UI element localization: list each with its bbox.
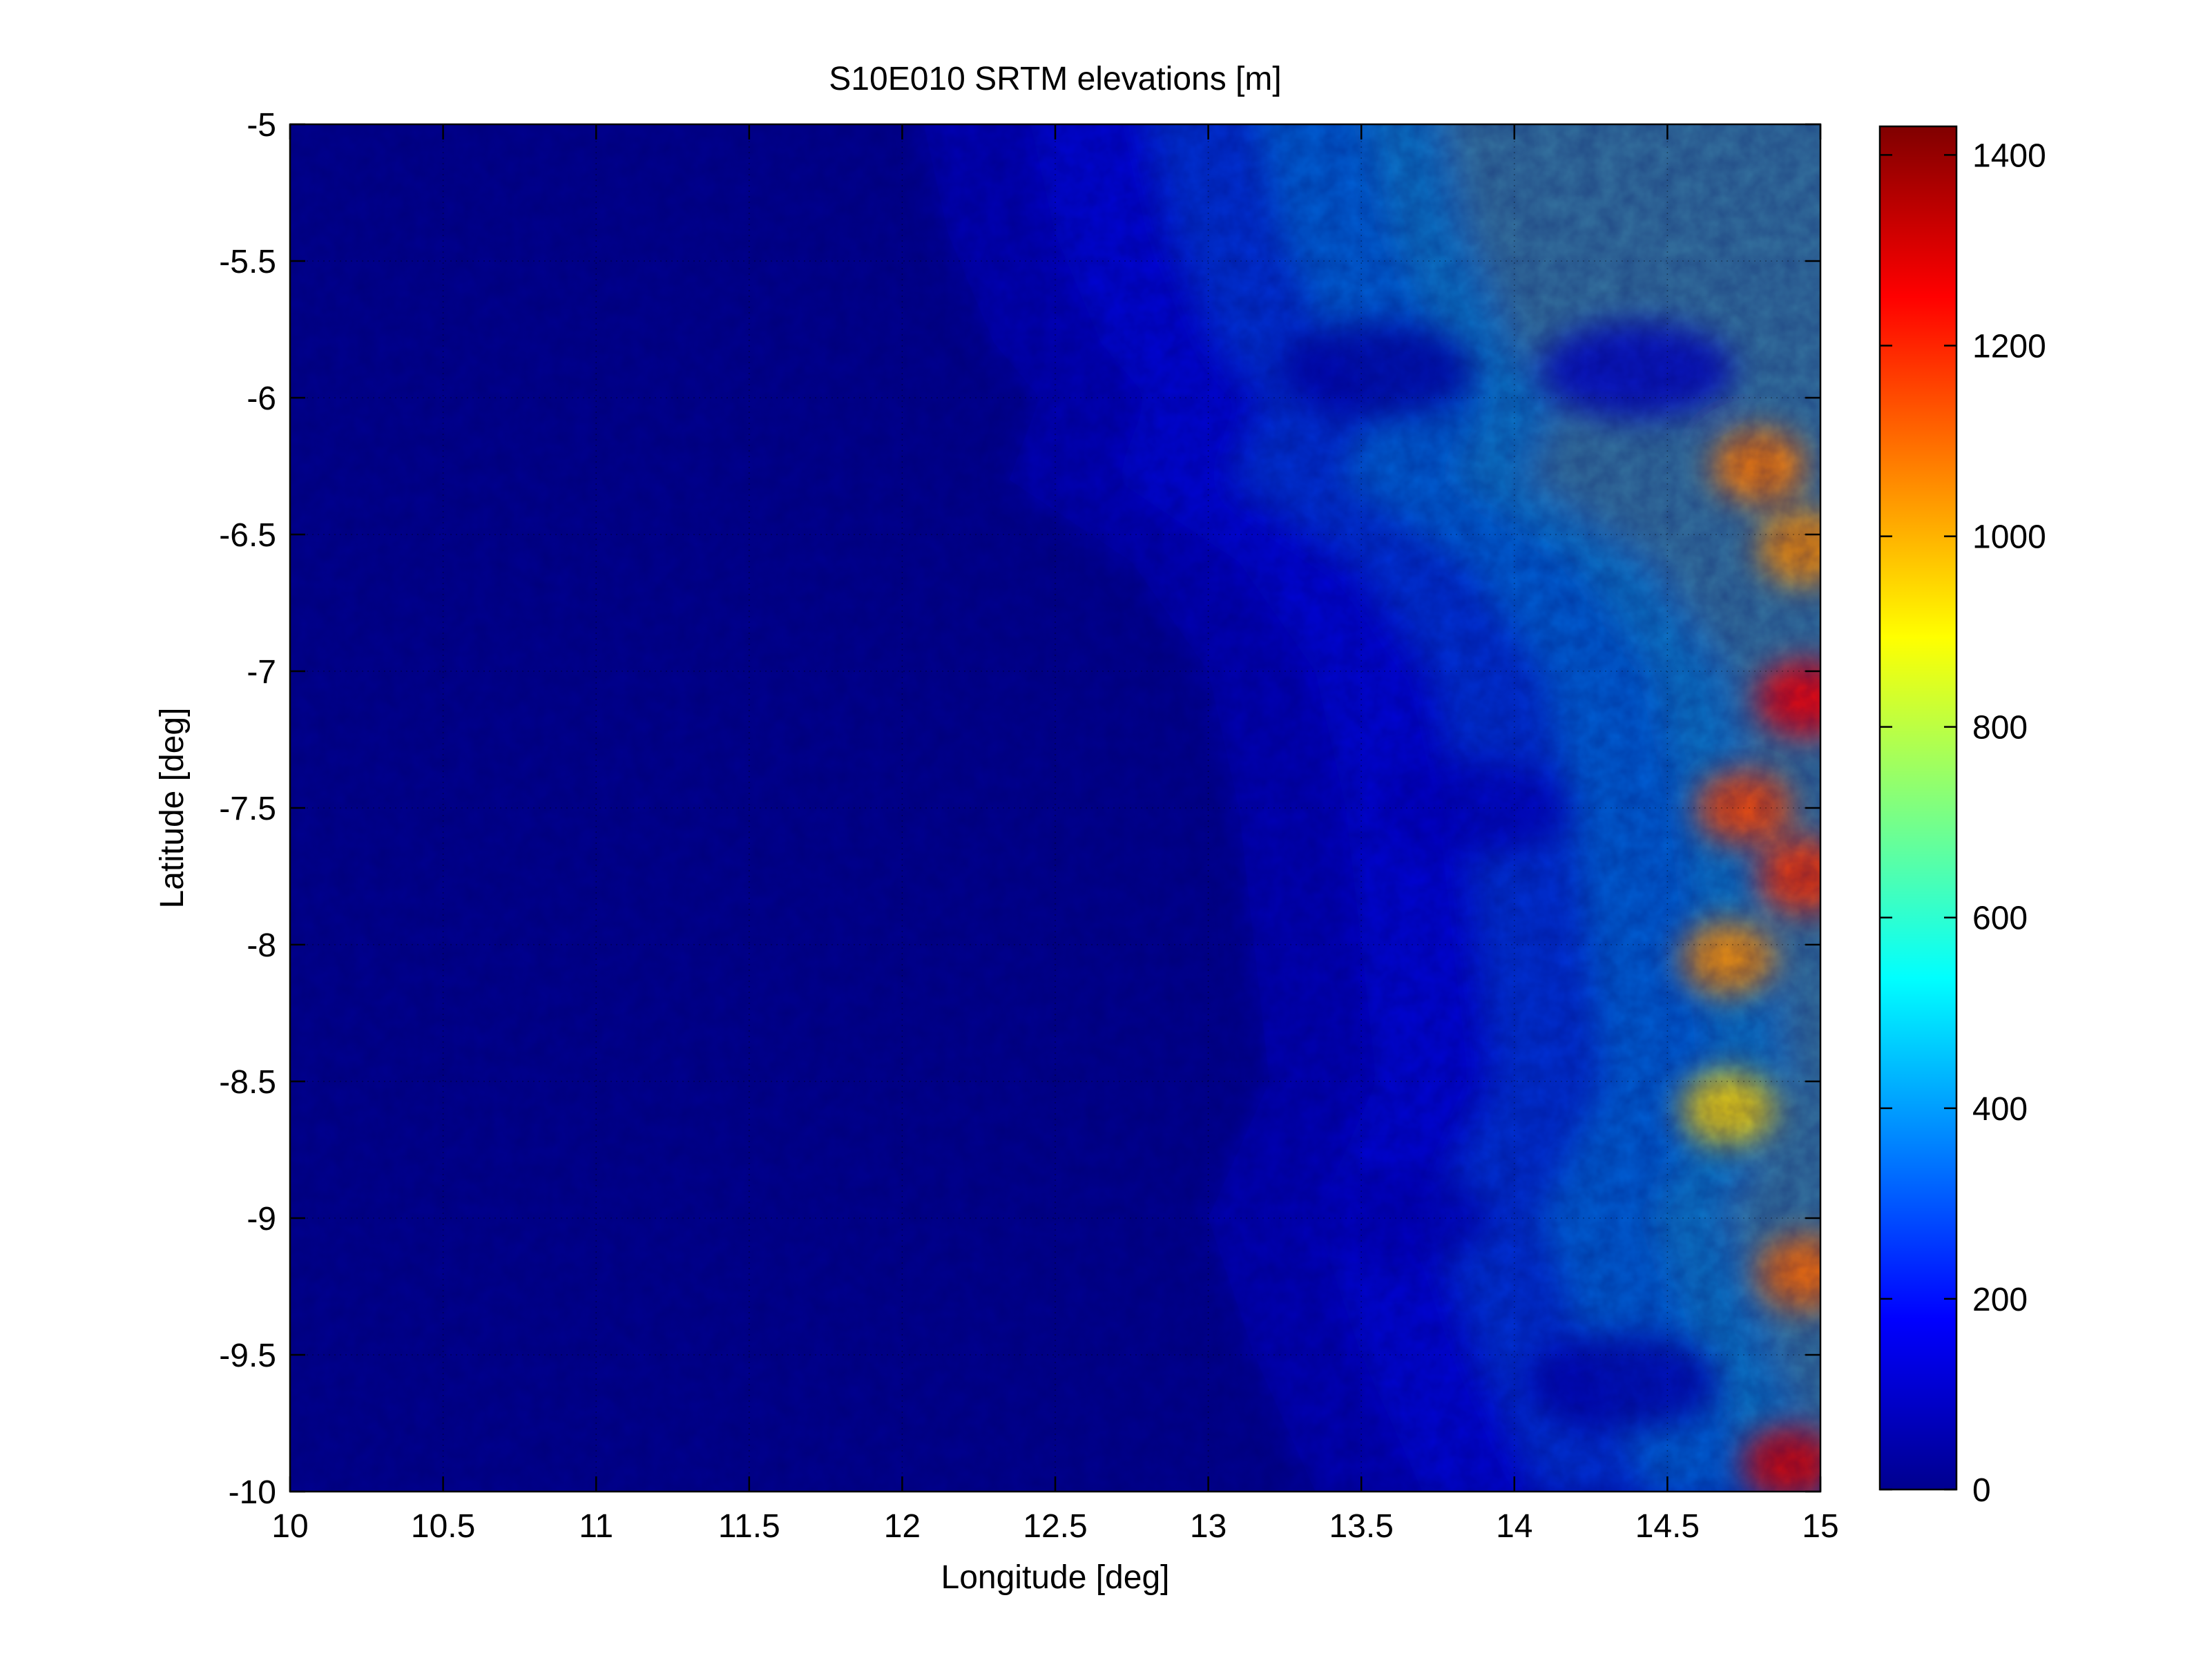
x-axis-label: Longitude [deg]: [941, 1559, 1170, 1596]
colorbar-tick-label: 800: [1972, 710, 2028, 746]
y-tick-label: -10: [229, 1474, 276, 1511]
x-tick-label: 10: [271, 1508, 308, 1545]
colorbar-tick-label: 1200: [1972, 328, 2046, 365]
y-tick-label: -7: [247, 654, 276, 691]
y-tick-label: -6.5: [219, 517, 276, 554]
x-tick-label: 11: [579, 1508, 613, 1545]
gridlines: [290, 124, 1820, 1492]
y-axis-ticks: -5 -5.5 -6 -6.5 -7 -7.5 -8 -8.5 -9 -9.5 -10: [219, 107, 1820, 1511]
chart-title: S10E010 SRTM elevations [m]: [829, 61, 1281, 97]
colorbar-tick-label: 400: [1972, 1091, 2028, 1128]
y-tick-label: -5.5: [219, 244, 276, 280]
x-tick-label: 11.5: [718, 1508, 780, 1545]
colorbar-tick-label: 200: [1972, 1282, 2028, 1318]
colorbar-tick-label: 0: [1972, 1472, 1991, 1509]
colorbar-tick-label: 1400: [1972, 137, 2046, 174]
x-axis-ticks: 10 10.5 11 11.5 12 12.5 13 13.5 14 14.5 15: [271, 124, 1839, 1545]
colorbar: 0 200 400 600 800 1000 1200 1400: [1878, 125, 2046, 1509]
y-tick-label: -8.5: [219, 1064, 276, 1101]
colorbar-frame: [1878, 125, 1958, 1491]
x-tick-label: 10.5: [411, 1508, 475, 1545]
x-tick-label: 13.5: [1329, 1508, 1393, 1545]
colorbar-tick-label: 600: [1972, 900, 2028, 937]
y-tick-label: -6: [247, 380, 276, 417]
y-axis-label: Latitude [deg]: [154, 708, 191, 909]
x-tick-label: 15: [1802, 1508, 1838, 1545]
x-tick-label: 12: [884, 1508, 921, 1545]
plot-area: [290, 124, 1820, 1492]
y-tick-label: -5: [247, 107, 276, 144]
y-tick-label: -8: [247, 927, 276, 964]
y-tick-label: -9: [247, 1201, 276, 1237]
terrain-texture: [290, 124, 1820, 1492]
colorbar-ticks: 0 200 400 600 800 1000 1200 1400: [1880, 137, 2046, 1509]
colorbar-tick-label: 1000: [1972, 519, 2046, 556]
y-tick-label: -9.5: [219, 1338, 276, 1374]
x-tick-label: 13: [1190, 1508, 1227, 1545]
x-tick-label: 14: [1496, 1508, 1532, 1545]
colorbar-gradient: [1880, 126, 1956, 1490]
x-tick-label: 14.5: [1635, 1508, 1700, 1545]
y-tick-label: -7.5: [219, 791, 276, 827]
x-tick-label: 12.5: [1023, 1508, 1087, 1545]
